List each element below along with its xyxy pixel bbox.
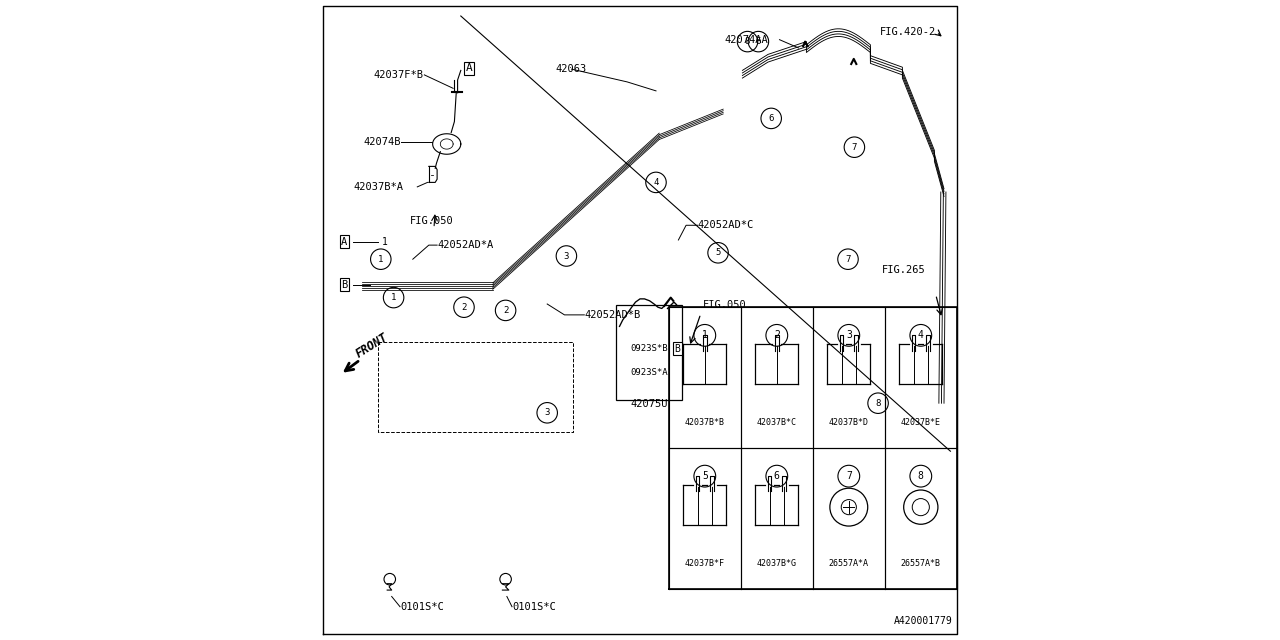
Text: 42037B*D: 42037B*D bbox=[829, 418, 869, 427]
Text: 8: 8 bbox=[745, 37, 750, 46]
Text: FIG.050: FIG.050 bbox=[410, 216, 454, 226]
Text: 5: 5 bbox=[701, 471, 708, 481]
Text: 42037B*C: 42037B*C bbox=[756, 418, 796, 427]
Text: 42074AA: 42074AA bbox=[724, 35, 768, 45]
Text: FIG.420-2: FIG.420-2 bbox=[881, 27, 936, 37]
Text: 3: 3 bbox=[544, 408, 550, 417]
Text: 0923S*B: 0923S*B bbox=[631, 344, 668, 353]
Text: 4: 4 bbox=[653, 178, 659, 187]
Text: 5: 5 bbox=[716, 248, 721, 257]
Text: 42052AD*C: 42052AD*C bbox=[698, 220, 754, 230]
Text: 3: 3 bbox=[846, 330, 851, 340]
Text: 0101S*C: 0101S*C bbox=[512, 602, 556, 612]
Text: 8: 8 bbox=[876, 399, 881, 408]
Text: 3: 3 bbox=[563, 252, 570, 260]
Text: 6: 6 bbox=[774, 471, 780, 481]
Text: 2: 2 bbox=[774, 330, 780, 340]
Text: 42075U: 42075U bbox=[631, 399, 668, 410]
Text: 7: 7 bbox=[851, 143, 858, 152]
Text: A: A bbox=[342, 237, 347, 247]
Text: 26557A*B: 26557A*B bbox=[901, 559, 941, 568]
Text: 42074B: 42074B bbox=[364, 137, 401, 147]
Text: 1: 1 bbox=[701, 330, 708, 340]
Text: 0923S*A: 0923S*A bbox=[631, 368, 668, 377]
Text: 8: 8 bbox=[918, 471, 924, 481]
Text: 1: 1 bbox=[378, 255, 384, 264]
Text: 7: 7 bbox=[845, 255, 851, 264]
Text: FIG.050: FIG.050 bbox=[703, 300, 746, 310]
Text: 42037B*B: 42037B*B bbox=[685, 418, 724, 427]
Text: 42037F*B: 42037F*B bbox=[374, 70, 424, 80]
Text: 42037B*E: 42037B*E bbox=[901, 418, 941, 427]
Text: A: A bbox=[466, 63, 472, 74]
Text: 6: 6 bbox=[755, 37, 762, 46]
Text: 0101S*C: 0101S*C bbox=[399, 602, 444, 612]
Text: 42063: 42063 bbox=[556, 64, 586, 74]
Text: FIG.265: FIG.265 bbox=[882, 265, 925, 275]
Text: A420001779: A420001779 bbox=[893, 616, 952, 626]
Text: 42037B*F: 42037B*F bbox=[685, 559, 724, 568]
Text: 1: 1 bbox=[390, 293, 397, 302]
Text: 2: 2 bbox=[461, 303, 467, 312]
Text: B: B bbox=[342, 280, 347, 290]
Text: 42037B*A: 42037B*A bbox=[353, 182, 403, 192]
Bar bbox=[617, 305, 681, 400]
Text: 2: 2 bbox=[503, 306, 508, 315]
Text: 4: 4 bbox=[918, 330, 924, 340]
Text: 7: 7 bbox=[846, 471, 851, 481]
Text: 42052AD*B: 42052AD*B bbox=[584, 310, 640, 320]
Text: B: B bbox=[675, 344, 680, 354]
Text: 42052AD*A: 42052AD*A bbox=[438, 240, 493, 250]
Text: 6: 6 bbox=[768, 114, 774, 123]
Text: FRONT: FRONT bbox=[355, 331, 390, 360]
Text: 1: 1 bbox=[381, 237, 388, 247]
Text: 26557A*A: 26557A*A bbox=[829, 559, 869, 568]
Text: 42037B*G: 42037B*G bbox=[756, 559, 796, 568]
